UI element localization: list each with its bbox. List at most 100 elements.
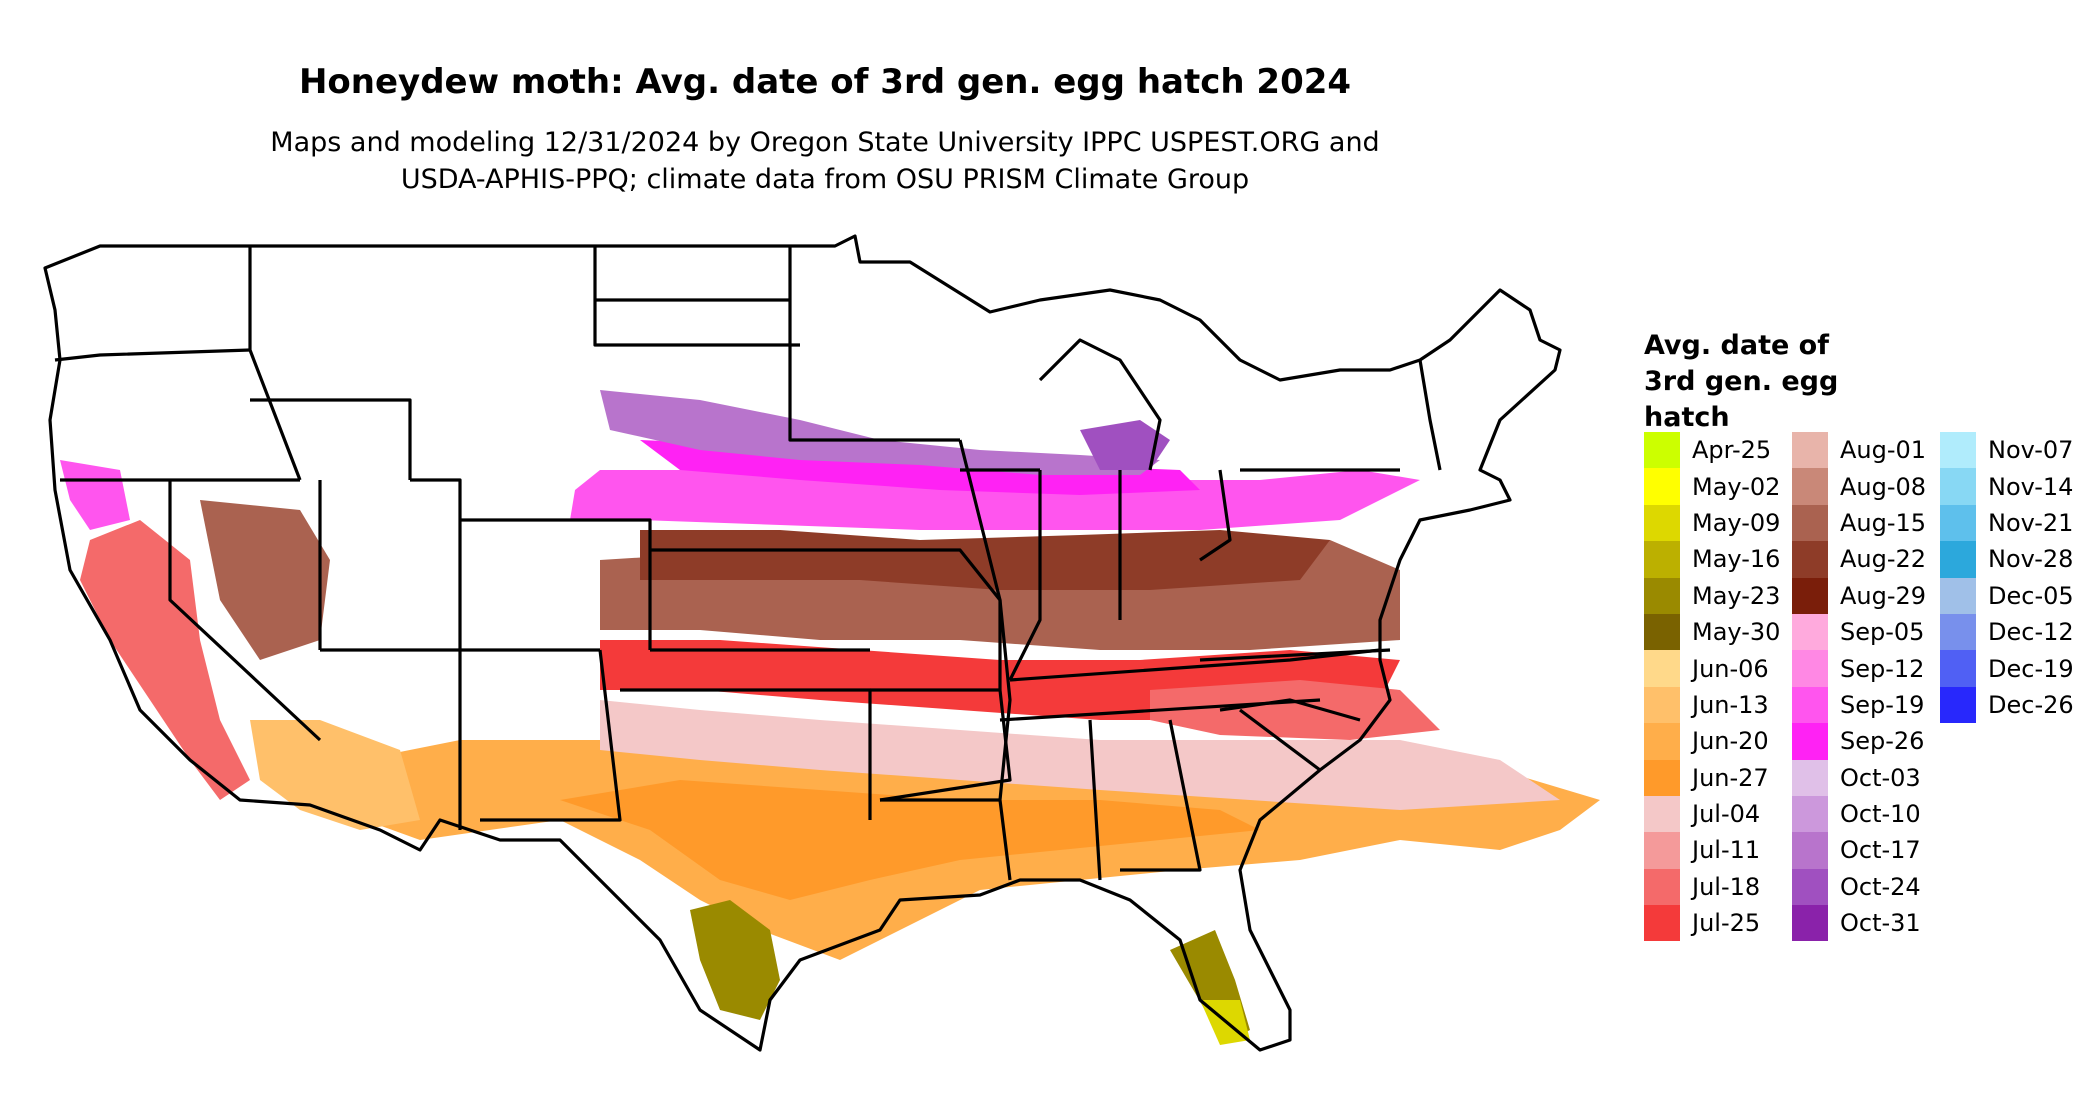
border-co-ks [460,518,652,650]
zone-aug-22 [640,530,1330,590]
border-michigan [1038,338,1162,471]
legend-label: Oct-03 [1840,763,1921,792]
border-ca-nv [168,480,322,742]
border-nc-sc [1219,698,1361,722]
legend-swatch [1792,432,1828,469]
legend-column-1: Apr-25 May-02 May-09 May-16 May-23 May-30 Jun-… [1644,432,1781,942]
legend-label: Jun-13 [1692,690,1769,719]
legend-swatch [1644,432,1680,469]
legend-swatch [1644,577,1680,614]
legend-swatch [1940,541,1976,578]
zone-jul-04 [600,700,1560,810]
border-mt-wy [250,398,412,480]
legend-swatch [1644,905,1680,942]
legend-item: Aug-08 [1792,468,1926,505]
legend-item: Sep-05 [1792,613,1926,651]
zone-sep-19-west [60,460,130,530]
legend-swatch [1644,759,1680,796]
legend-item: Nov-07 [1940,432,2074,469]
legend-label: Aug-29 [1840,581,1927,610]
zone-may-23-texas [690,900,780,1020]
legend-item: Jun-27 [1644,759,1780,796]
legend-swatch [1792,795,1828,833]
legend-item: Jul-25 [1644,905,1780,942]
border-ut-co [410,478,462,650]
legend-item: Oct-31 [1792,905,1926,942]
legend-label: Dec-26 [1988,690,2074,719]
legend-swatch [1644,686,1680,724]
border-mississippi [958,439,1012,881]
legend-swatch [1940,577,1976,614]
legend-swatch [1644,541,1680,578]
legend-swatch [1644,832,1680,869]
subtitle-line-1: Maps and modeling 12/31/2024 by Oregon S… [270,127,1380,158]
legend-label: Jun-06 [1692,654,1769,683]
border-wa-or [54,348,251,362]
legend-column-3: Nov-07 Nov-14 Nov-21 Nov-28 Dec-05 Dec-12 Dec-… [1940,432,2074,724]
legend-item: Aug-01 [1792,432,1926,469]
map-subtitle: Maps and modeling 12/31/2024 by Oregon S… [0,124,1650,198]
legend-label: Oct-17 [1840,836,1921,865]
zone-jul-18 [1150,680,1440,740]
legend-swatch [1792,650,1828,687]
legend-title: Avg. date of 3rd gen. egg hatch [1644,328,1944,436]
legend-label: Sep-19 [1840,690,1925,719]
legend-item: May-23 [1644,577,1781,614]
legend-label: Oct-24 [1840,872,1921,901]
legend-item: May-09 [1644,504,1780,542]
legend-label: Oct-31 [1840,909,1921,938]
legend-item: Sep-19 [1792,686,1926,724]
legend-label: Sep-26 [1840,727,1925,756]
legend-item: Jun-20 [1644,723,1780,760]
legend-label: Dec-12 [1988,618,2074,647]
legend-label: Aug-22 [1840,545,1927,574]
legend-label: May-23 [1692,581,1781,610]
legend-label: May-02 [1692,472,1781,501]
legend-swatch [1644,723,1680,760]
legend-label: Sep-05 [1840,618,1925,647]
border-oh-pa [1199,469,1232,562]
legend-label: Jul-18 [1692,872,1761,901]
legend-swatch [1792,905,1828,942]
legend-swatch [1940,686,1976,724]
legend-item: May-16 [1644,541,1780,578]
state-borders [43,234,1562,1052]
legend-label: Dec-05 [1988,581,2074,610]
legend-label: Nov-28 [1988,545,2074,574]
legend-label: Dec-19 [1988,654,2074,683]
legend-swatch [1644,468,1680,505]
legend-item: Oct-10 [1792,795,1926,833]
legend-swatch [1940,504,1976,542]
legend-item: Oct-17 [1792,832,1926,869]
legend-label: May-30 [1692,618,1781,647]
legend-item: Jul-04 [1644,795,1780,833]
legend-label: Jun-27 [1692,763,1769,792]
legend-swatch [1644,613,1680,651]
legend-item: Oct-24 [1792,868,1926,906]
legend-swatch [1644,650,1680,687]
legend-label: Jul-11 [1692,836,1761,865]
legend-item: Jun-13 [1644,686,1780,724]
legend-label: Nov-14 [1988,472,2074,501]
legend-swatch [1792,868,1828,906]
legend-item: Jul-11 [1644,832,1780,869]
border-ia-mo [850,548,1002,690]
legend-label: Nov-21 [1988,508,2074,537]
border-il-in [1008,470,1042,681]
legend-title-line-3: hatch [1644,402,1730,433]
legend-swatch [1792,832,1828,869]
legend-label: Jul-25 [1692,909,1761,938]
us-outline [43,234,1562,1052]
zone-sep-19 [570,470,1420,530]
legend-item: Oct-03 [1792,759,1926,796]
legend-label: Aug-15 [1840,508,1927,537]
subtitle-line-2: USDA-APHIS-PPQ; climate data from OSU PR… [400,164,1250,195]
legend-item: Dec-05 [1940,577,2074,614]
border-id-mt [248,246,302,481]
legend-item: Aug-15 [1792,504,1927,542]
legend-item: Aug-22 [1792,541,1927,578]
legend-swatch [1792,686,1828,724]
legend-label: Nov-07 [1988,436,2074,465]
zone-oct-17 [600,390,1160,475]
